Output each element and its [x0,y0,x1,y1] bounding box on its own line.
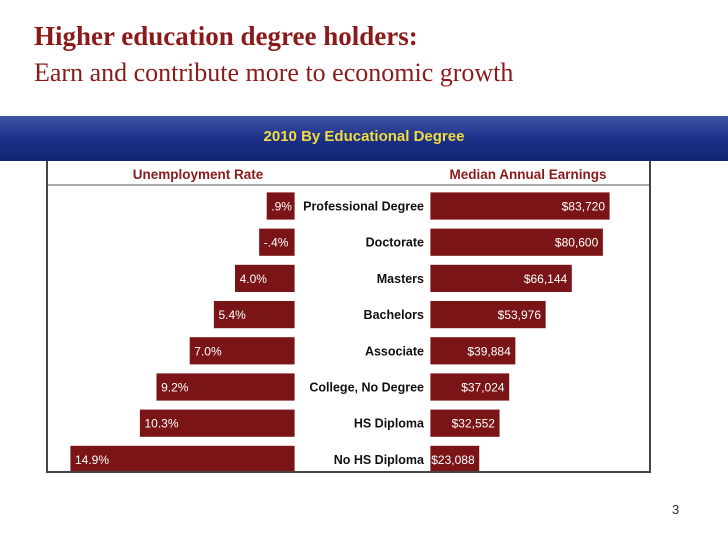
earnings-label-masters: $66,144 [524,272,568,286]
unemployment-bar-masters [234,264,296,293]
unemployment-bar-college-no-degree [155,372,296,402]
slide-title: Higher education degree holders: [34,21,418,51]
unemployment-bar-associate [188,336,296,366]
unemployment-label-bachelors: 5.4% [218,308,246,322]
unemployment-label-associate: 7.0% [194,344,222,358]
category-label-college-no-degree: College, No Degree [309,381,424,395]
earnings-bar-college-no-degree [429,372,511,402]
unemployment-bar-professional-degree [265,191,296,221]
unemployment-bar-doctorate [258,227,296,257]
chart-frame: Unemployment Rate Median Annual Earnings.… [46,161,651,473]
category-label-masters: Masters [377,272,424,286]
category-label-no-hs-diploma: No HS Diploma [334,453,425,467]
earnings-bar-associate [429,336,517,366]
earnings-label-college-no-degree: $37,024 [461,381,505,395]
header-unemployment-rate: Unemployment Rate [133,167,264,182]
page-number: 3 [672,502,680,517]
banner-text: 2010 By Educational Degree [263,128,465,145]
unemployment-bar-no-hs-diploma [69,444,296,471]
earnings-label-associate: $39,884 [467,344,511,358]
unemployment-label-no-hs-diploma: 14.9% [75,453,109,467]
section-banner: 2010 By Educational Degree [0,116,728,161]
unemployment-label-hs-diploma: 10.3% [144,417,178,431]
earnings-bar-masters [429,264,573,293]
earnings-bar-professional-degree [429,191,611,221]
earnings-bar-no-hs-diploma [429,444,481,471]
category-label-hs-diploma: HS Diploma [354,417,425,431]
unemployment-bar-bachelors [213,300,296,330]
category-label-professional-degree: Professional Degree [303,200,424,214]
degree-comparison-chart: Unemployment Rate Median Annual Earnings.… [48,167,649,471]
earnings-bar-doctorate [429,227,604,257]
unemployment-label-professional-degree: .9% [271,200,292,214]
earnings-bar-hs-diploma [429,408,501,438]
earnings-label-doctorate: $80,600 [555,236,599,250]
earnings-label-no-hs-diploma: $23,088 [431,453,475,467]
unemployment-label-college-no-degree: 9.2% [161,381,189,395]
banner-label: 2010 By Educational Degree [0,128,728,145]
unemployment-label-masters: 4.0% [240,272,268,286]
category-label-associate: Associate [365,344,424,358]
earnings-label-bachelors: $53,976 [498,308,542,322]
category-label-bachelors: Bachelors [364,308,424,322]
category-label-doctorate: Doctorate [366,236,424,250]
earnings-label-professional-degree: $83,720 [562,200,606,214]
earnings-label-hs-diploma: $32,552 [452,417,496,431]
unemployment-bar-hs-diploma [139,408,296,438]
slide-subtitle: Earn and contribute more to economic gro… [34,58,514,87]
unemployment-label-doctorate: -.4% [264,236,289,250]
header-median-annual-earnings: Median Annual Earnings [449,167,606,182]
earnings-bar-bachelors [429,300,547,330]
